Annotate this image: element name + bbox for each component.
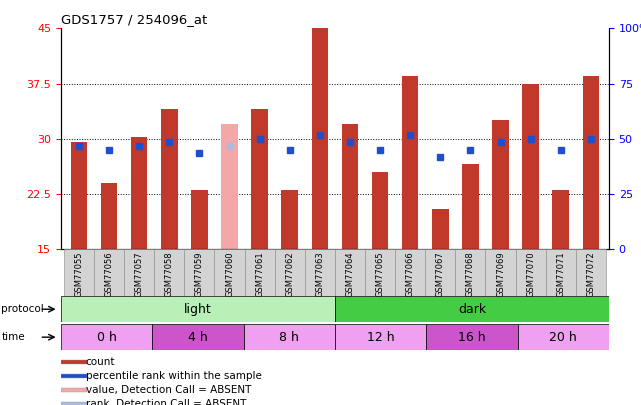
Bar: [395, 249, 425, 296]
Bar: [275, 249, 305, 296]
Bar: [61, 360, 87, 364]
Bar: [335, 249, 365, 296]
Bar: [335, 324, 426, 350]
Bar: [185, 249, 215, 296]
Text: 16 h: 16 h: [458, 330, 486, 344]
Text: 8 h: 8 h: [279, 330, 299, 344]
Bar: [432, 209, 449, 249]
Text: GSM77068: GSM77068: [466, 252, 475, 297]
Text: GSM77064: GSM77064: [345, 252, 354, 297]
Text: GSM77072: GSM77072: [587, 252, 595, 297]
Bar: [553, 190, 569, 249]
Bar: [61, 388, 87, 392]
Bar: [61, 296, 335, 322]
Text: GSM77055: GSM77055: [74, 252, 83, 297]
Bar: [576, 249, 606, 296]
Text: count: count: [85, 357, 115, 367]
Bar: [281, 190, 298, 249]
Bar: [312, 28, 328, 249]
Text: GSM77061: GSM77061: [255, 252, 264, 297]
Bar: [522, 83, 539, 249]
Text: percentile rank within the sample: percentile rank within the sample: [85, 371, 262, 381]
Bar: [402, 76, 419, 249]
Bar: [372, 172, 388, 249]
Text: dark: dark: [458, 303, 486, 316]
Text: GSM77060: GSM77060: [225, 252, 234, 297]
Bar: [61, 374, 87, 378]
Text: GSM77059: GSM77059: [195, 252, 204, 297]
Text: rank, Detection Call = ABSENT: rank, Detection Call = ABSENT: [85, 399, 246, 405]
Text: light: light: [184, 303, 212, 316]
Bar: [221, 124, 238, 249]
Bar: [462, 164, 479, 249]
Text: 4 h: 4 h: [188, 330, 208, 344]
Bar: [244, 324, 335, 350]
Text: GSM77056: GSM77056: [104, 252, 113, 297]
Bar: [365, 249, 395, 296]
Text: protocol: protocol: [1, 304, 44, 314]
Text: GSM77062: GSM77062: [285, 252, 294, 297]
Text: 12 h: 12 h: [367, 330, 394, 344]
Bar: [342, 124, 358, 249]
Text: GSM77070: GSM77070: [526, 252, 535, 297]
Bar: [515, 249, 545, 296]
Bar: [94, 249, 124, 296]
Text: GDS1757 / 254096_at: GDS1757 / 254096_at: [61, 13, 207, 26]
Bar: [305, 249, 335, 296]
Text: value, Detection Call = ABSENT: value, Detection Call = ABSENT: [85, 385, 251, 395]
Bar: [425, 249, 455, 296]
Bar: [545, 249, 576, 296]
Bar: [161, 109, 178, 249]
Bar: [61, 402, 87, 405]
Text: 0 h: 0 h: [97, 330, 117, 344]
Bar: [215, 249, 245, 296]
Bar: [191, 190, 208, 249]
Bar: [335, 296, 609, 322]
Bar: [426, 324, 518, 350]
Bar: [71, 143, 87, 249]
Bar: [124, 249, 154, 296]
Text: GSM77065: GSM77065: [376, 252, 385, 297]
Bar: [64, 249, 94, 296]
Text: GSM77058: GSM77058: [165, 252, 174, 297]
Bar: [61, 324, 153, 350]
Text: time: time: [1, 332, 25, 342]
Bar: [492, 120, 509, 249]
Bar: [455, 249, 485, 296]
Bar: [518, 324, 609, 350]
Bar: [101, 183, 117, 249]
Bar: [583, 76, 599, 249]
Bar: [154, 249, 185, 296]
Bar: [251, 109, 268, 249]
Text: GSM77069: GSM77069: [496, 252, 505, 297]
Text: GSM77066: GSM77066: [406, 252, 415, 297]
Bar: [485, 249, 515, 296]
Bar: [153, 324, 244, 350]
Text: GSM77071: GSM77071: [556, 252, 565, 297]
Text: GSM77067: GSM77067: [436, 252, 445, 297]
Text: GSM77057: GSM77057: [135, 252, 144, 297]
Bar: [131, 137, 147, 249]
Bar: [245, 249, 275, 296]
Text: GSM77063: GSM77063: [315, 252, 324, 297]
Text: 20 h: 20 h: [549, 330, 577, 344]
